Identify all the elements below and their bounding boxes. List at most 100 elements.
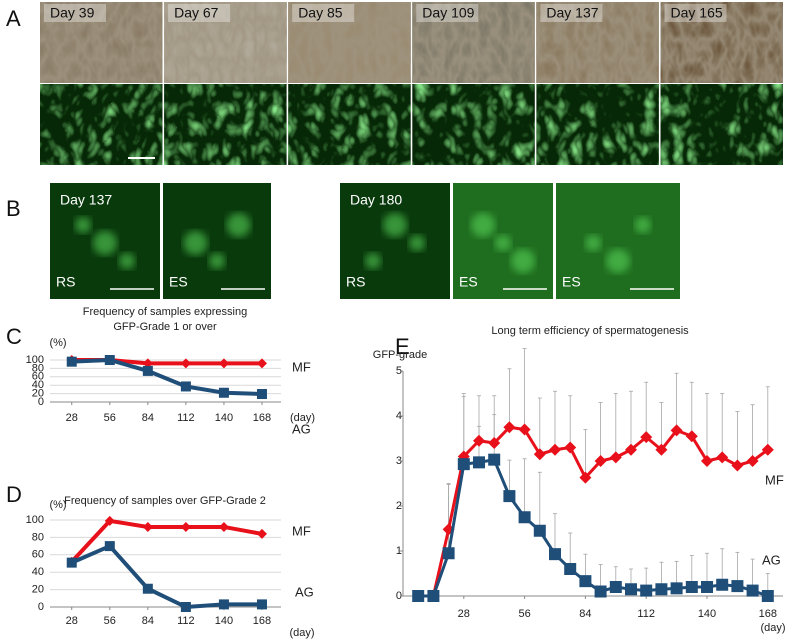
series-line (71, 357, 263, 397)
marker (625, 583, 637, 596)
x-tick-label: 140 (698, 608, 716, 620)
label-bg (540, 4, 603, 22)
cell-glow (471, 213, 495, 237)
marker (473, 434, 485, 447)
photo-label: Day 39 (50, 5, 95, 21)
x-tick-label: 140 (215, 615, 233, 627)
marker (746, 455, 759, 467)
marker (180, 358, 191, 369)
y-tick-label: 3 (396, 455, 402, 467)
marker (716, 578, 729, 591)
x-tick-label: 28 (66, 615, 78, 627)
cell-label: ES (169, 274, 188, 290)
marker (488, 437, 501, 449)
marker (473, 456, 485, 469)
series-line (418, 425, 769, 598)
photo-label: Day 165 (671, 5, 723, 21)
series-line (70, 518, 263, 564)
chart-title: GFP-Grade 1 or over (113, 321, 217, 333)
marker (670, 582, 683, 595)
x-tick-label: 56 (104, 615, 116, 627)
marker (503, 421, 516, 434)
cell-glow (365, 253, 381, 269)
x-tick-label: 84 (142, 412, 154, 424)
photo-label: Day 109 (422, 5, 474, 21)
cell-glow (93, 231, 117, 255)
label-bg (416, 4, 479, 22)
photo-texture (40, 84, 163, 165)
marker (701, 581, 713, 593)
marker (218, 358, 229, 369)
cell-glow (606, 249, 630, 273)
panel-letter: B (6, 196, 21, 221)
cell-glow (119, 253, 135, 269)
y-tick-label: 100 (26, 514, 44, 526)
fluorescence-photo (340, 183, 450, 299)
y-tick-label: 0 (38, 601, 44, 613)
photo-label: Day 180 (350, 192, 402, 208)
marker (256, 358, 267, 369)
y-tick-label: 60 (32, 371, 44, 383)
cell-glow (409, 235, 425, 251)
label-bg (168, 4, 231, 22)
photo-label: Day 67 (174, 5, 219, 21)
marker (180, 602, 191, 612)
series-label: AG (762, 552, 781, 567)
y-axis-unit: GFP-grade (373, 349, 427, 361)
marker (533, 448, 546, 461)
series-label: MF (765, 472, 784, 487)
marker (218, 387, 229, 398)
x-tick-label: 56 (104, 412, 116, 424)
photo-label: Day 137 (60, 192, 112, 208)
marker (685, 430, 698, 443)
marker (104, 355, 115, 365)
marker (655, 443, 668, 456)
y-tick-label: 40 (32, 379, 44, 391)
marker (746, 584, 759, 597)
marker (104, 541, 115, 552)
photo-texture (412, 84, 535, 165)
marker (594, 455, 607, 467)
series-label: AG (295, 584, 314, 599)
marker (442, 547, 455, 560)
marker (104, 515, 115, 526)
x-tick-label: 168 (759, 608, 777, 620)
marker (609, 451, 622, 464)
label-bg (44, 4, 106, 22)
series-label: AG (292, 421, 311, 436)
y-axis-unit: (%) (49, 499, 66, 511)
marker (670, 424, 683, 437)
series-label: MF (292, 523, 311, 538)
y-tick-label: 4 (396, 410, 402, 422)
x-tick-label: 28 (66, 412, 78, 424)
photo-texture (164, 84, 287, 165)
x-axis-unit: (day) (760, 622, 785, 634)
marker (66, 557, 77, 568)
marker (256, 389, 267, 400)
y-tick-label: 100 (26, 354, 44, 366)
series-line (70, 543, 262, 610)
cell-glow (585, 235, 602, 251)
photo-texture (536, 2, 659, 83)
x-tick-label: 168 (253, 615, 271, 627)
marker (549, 548, 561, 561)
marker (518, 423, 531, 436)
marker (218, 599, 229, 610)
y-tick-label: 80 (32, 531, 44, 543)
marker (427, 590, 440, 602)
cell-glow (634, 217, 651, 233)
cell-glow (209, 253, 225, 269)
marker (142, 583, 153, 594)
photo-texture (660, 2, 783, 83)
marker (412, 590, 425, 602)
panel-letter: C (6, 324, 22, 349)
marker (180, 521, 191, 532)
y-tick-label: 0 (396, 590, 402, 602)
series-label: MF (292, 359, 311, 374)
marker (701, 455, 713, 467)
marker (533, 524, 546, 537)
marker (503, 490, 516, 503)
photo-label: Day 85 (298, 5, 343, 21)
photo-texture (412, 2, 535, 83)
